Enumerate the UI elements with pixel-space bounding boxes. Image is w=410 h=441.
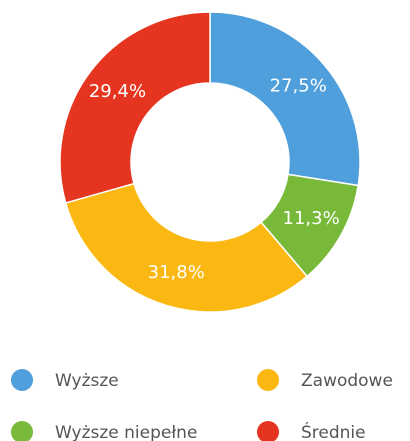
legend-label: Zawodowe xyxy=(301,371,393,391)
legend-swatch xyxy=(11,421,33,441)
legend-label: Wyższe niepełne xyxy=(55,423,197,441)
legend-swatch xyxy=(257,421,279,441)
donut-segment xyxy=(209,11,361,187)
value-label: 11,3% xyxy=(283,208,340,229)
legend-label: Wyższe xyxy=(55,371,119,391)
donut-segment xyxy=(64,182,309,313)
value-label: 27,5% xyxy=(270,76,327,97)
legend-label: Średnie xyxy=(301,421,366,441)
legend-swatch xyxy=(11,369,33,391)
value-label: 31,8% xyxy=(148,262,205,283)
legend-swatch xyxy=(257,369,279,391)
donut-segment xyxy=(59,11,211,204)
value-label: 29,4% xyxy=(89,81,146,102)
